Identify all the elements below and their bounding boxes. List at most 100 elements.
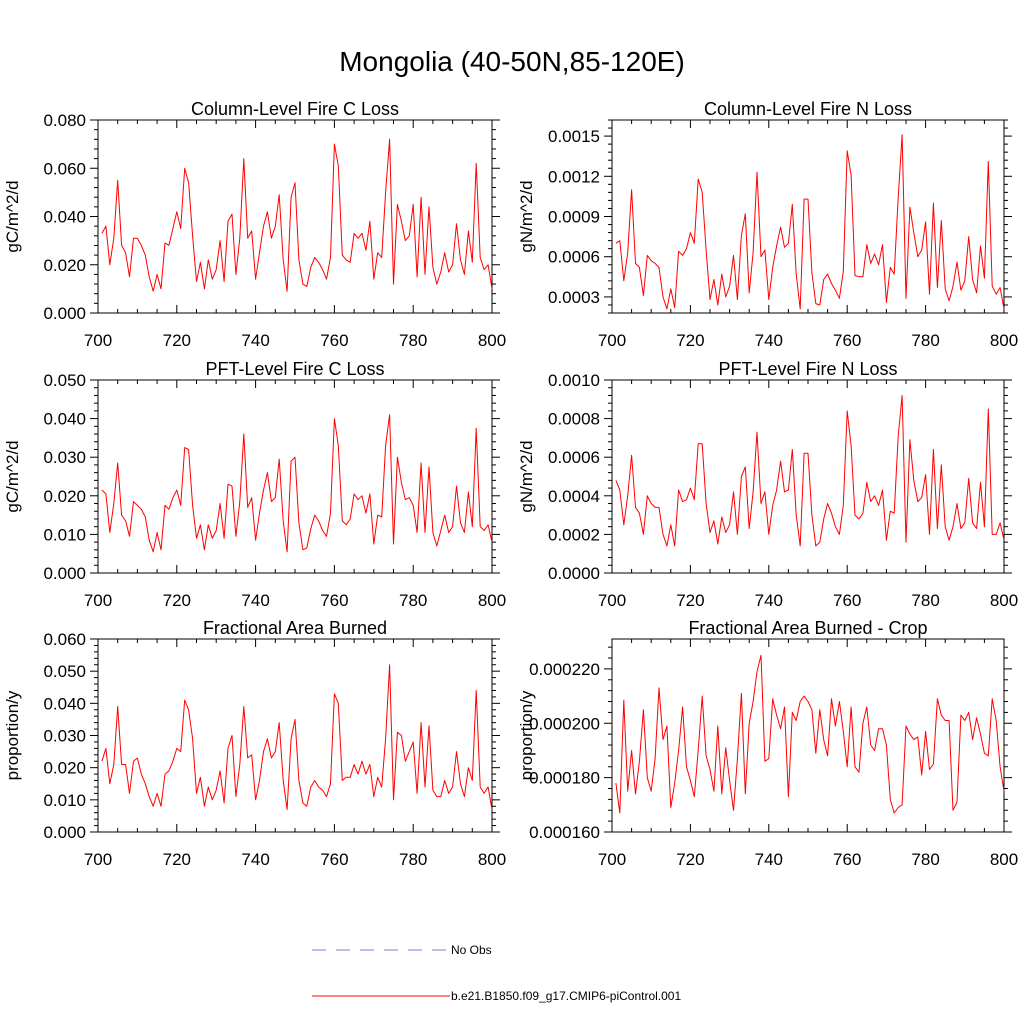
x-tick-label: 760 (833, 850, 861, 869)
x-tick-label: 740 (755, 331, 783, 350)
figure-title: Mongolia (40-50N,85-120E) (339, 46, 685, 77)
x-tick-label: 740 (755, 850, 783, 869)
y-tick-label: 0.0015 (548, 127, 600, 146)
x-tick-label: 760 (320, 850, 348, 869)
y-tick-label: 0.060 (43, 159, 86, 178)
panel-pft-fire-n-loss: PFT-Level Fire N Loss 700 720 740 760 780 800 0… (517, 359, 1018, 610)
y-axis-label: gN/m^2/d (517, 440, 536, 512)
x-tick-label: 720 (676, 850, 704, 869)
y-axis-label: proportion/y (517, 690, 536, 780)
x-tick-label: 780 (399, 591, 427, 610)
panel-column-fire-n-loss: Column-Level Fire N Loss 700 720 740 760 780 8… (517, 99, 1018, 350)
legend: No Obs b.e21.B1850.f09_g17.CMIP6-piContr… (312, 943, 681, 1003)
x-tick-label: 780 (399, 331, 427, 350)
y-tick-label: 0.010 (43, 525, 86, 544)
x-tick-label: 800 (478, 331, 506, 350)
y-tick-label: 0.0010 (548, 371, 600, 390)
panel-fractional-area-burned-crop: Fractional Area Burned - Crop 700 720 740 76… (517, 618, 1018, 869)
x-tick-label: 780 (911, 850, 939, 869)
x-tick-label: 700 (598, 591, 626, 610)
x-tick-label: 700 (84, 591, 112, 610)
panel-title: PFT-Level Fire C Loss (205, 359, 384, 379)
x-tick-label: 740 (241, 331, 269, 350)
y-tick-label: 0.030 (43, 448, 86, 467)
x-tick-label: 720 (163, 591, 191, 610)
x-tick-label: 740 (755, 591, 783, 610)
x-tick-label: 720 (163, 850, 191, 869)
y-tick-label: 0.020 (43, 759, 86, 778)
panel-pft-fire-c-loss: PFT-Level Fire C Loss 700 720 740 760 780 800 0… (3, 359, 506, 610)
x-tick-label: 700 (84, 331, 112, 350)
y-tick-label: 0.000180 (529, 769, 600, 788)
plot-frame (97, 638, 493, 833)
panel-title: Column-Level Fire C Loss (191, 99, 399, 119)
y-tick-label: 0.040 (43, 410, 86, 429)
y-tick-label: 0.060 (43, 630, 86, 649)
y-tick-label: 0.0012 (548, 167, 600, 186)
y-tick-label: 0.0008 (548, 410, 600, 429)
y-tick-label: 0.040 (43, 208, 86, 227)
x-tick-label: 740 (241, 850, 269, 869)
x-tick-label: 800 (478, 850, 506, 869)
x-tick-label: 760 (320, 331, 348, 350)
series-line-model (101, 414, 493, 553)
legend-label-model: b.e21.B1850.f09_g17.CMIP6-piControl.001 (451, 989, 681, 1003)
plot-frame (97, 379, 493, 574)
y-tick-label: 0.000 (43, 823, 86, 842)
panel-column-fire-c-loss: Column-Level Fire C Loss 700 720 740 760 780 8… (3, 99, 506, 350)
panel-title: Column-Level Fire N Loss (704, 99, 912, 119)
y-tick-label: 0.050 (43, 662, 86, 681)
x-tick-label: 760 (320, 591, 348, 610)
x-tick-label: 760 (833, 331, 861, 350)
y-axis-label: gC/m^2/d (3, 180, 22, 252)
y-tick-label: 0.000200 (529, 714, 600, 733)
y-tick-label: 0.0004 (548, 487, 600, 506)
series-line-model (101, 138, 493, 292)
x-tick-label: 800 (990, 591, 1018, 610)
series-line-model (615, 394, 1005, 547)
y-tick-label: 0.040 (43, 694, 86, 713)
x-tick-label: 760 (833, 591, 861, 610)
x-tick-label: 720 (676, 331, 704, 350)
x-tick-label: 720 (163, 331, 191, 350)
y-axis-label: gC/m^2/d (3, 440, 22, 512)
y-tick-label: 0.0000 (548, 564, 600, 583)
x-tick-label: 720 (676, 591, 704, 610)
x-tick-label: 800 (990, 850, 1018, 869)
plot-frame (611, 379, 1005, 574)
y-tick-label: 0.0006 (548, 248, 600, 267)
y-tick-label: 0.0009 (548, 208, 600, 227)
x-tick-label: 700 (84, 850, 112, 869)
y-tick-label: 0.000160 (529, 823, 600, 842)
y-tick-label: 0.080 (43, 111, 86, 130)
y-tick-label: 0.0002 (548, 525, 600, 544)
x-tick-label: 700 (598, 850, 626, 869)
x-tick-label: 740 (241, 591, 269, 610)
x-tick-label: 800 (478, 591, 506, 610)
y-tick-label: 0.020 (43, 256, 86, 275)
series-line-model (615, 134, 1005, 310)
panel-title: PFT-Level Fire N Loss (718, 359, 897, 379)
x-tick-label: 700 (598, 331, 626, 350)
y-axis-label: gN/m^2/d (517, 180, 536, 252)
y-tick-label: 0.020 (43, 487, 86, 506)
x-tick-label: 780 (911, 591, 939, 610)
y-tick-label: 0.050 (43, 371, 86, 390)
panel-title: Fractional Area Burned - Crop (688, 618, 927, 638)
panel-title: Fractional Area Burned (203, 618, 387, 638)
y-tick-label: 0.0003 (548, 288, 600, 307)
plot-frame (97, 119, 493, 314)
series-line-model (615, 654, 1005, 814)
y-tick-label: 0.000 (43, 564, 86, 583)
x-tick-label: 780 (399, 850, 427, 869)
y-tick-label: 0.000 (43, 304, 86, 323)
y-tick-label: 0.030 (43, 727, 86, 746)
panel-fractional-area-burned: Fractional Area Burned 700 720 740 760 780 800… (3, 618, 506, 869)
x-tick-label: 800 (990, 331, 1018, 350)
legend-label-no-obs: No Obs (451, 943, 492, 957)
y-tick-label: 0.000220 (529, 660, 600, 679)
x-tick-label: 780 (911, 331, 939, 350)
y-axis-label: proportion/y (3, 690, 22, 780)
series-line-model (101, 664, 493, 810)
